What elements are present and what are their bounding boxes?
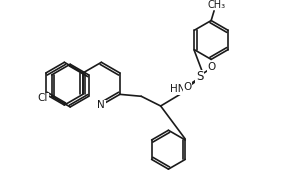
Text: CH₃: CH₃: [208, 0, 226, 10]
Text: O: O: [184, 82, 192, 92]
Text: N: N: [98, 100, 105, 110]
Text: S: S: [196, 70, 203, 83]
Text: HN: HN: [170, 84, 186, 94]
Text: Cl: Cl: [38, 93, 48, 103]
Text: O: O: [207, 62, 215, 72]
